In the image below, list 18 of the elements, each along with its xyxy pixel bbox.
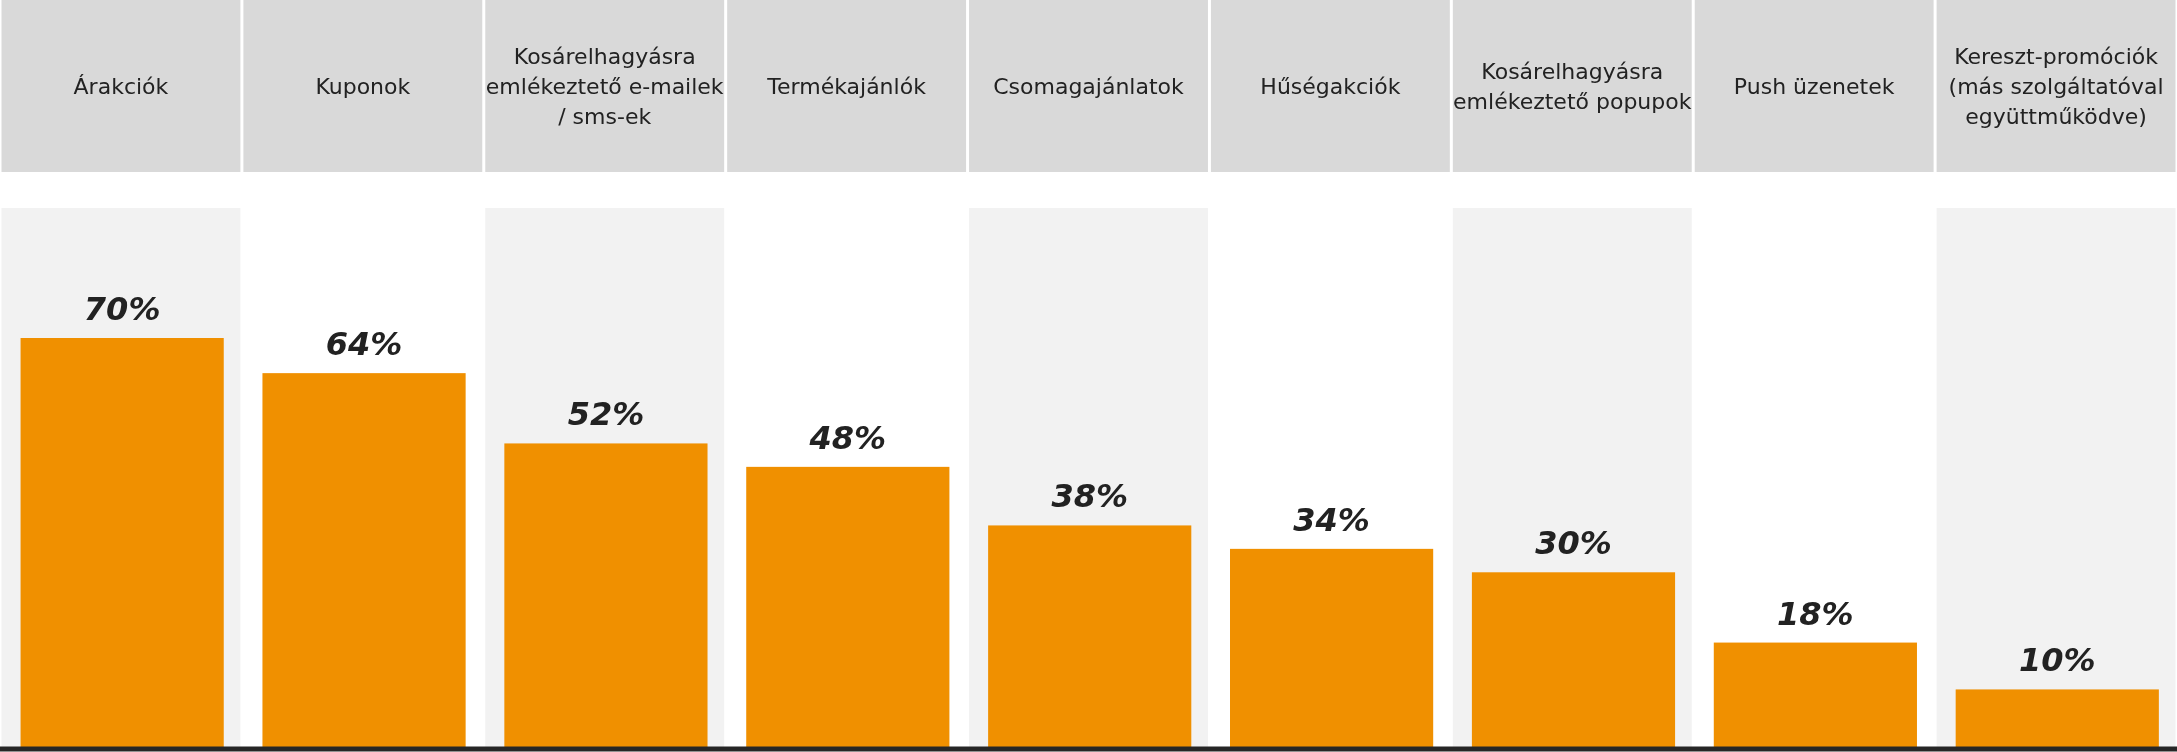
- x-tick-label: Hűségakciók: [1260, 74, 1401, 99]
- x-tick-label: Csomagajánlatok: [993, 74, 1185, 99]
- data-label: 10%: [2018, 641, 2096, 680]
- data-label: 48%: [808, 418, 887, 457]
- data-label: 30%: [1535, 524, 1612, 563]
- x-tick-label: Kuponok: [315, 74, 411, 99]
- data-label: 34%: [1293, 500, 1370, 539]
- x-tick-label: Árakciók: [73, 74, 169, 99]
- x-tick-label: Push üzenetek: [1733, 74, 1895, 99]
- x-tick-label: Kosárelhagyásra emlékeztető popupok: [1453, 59, 1692, 114]
- data-label: 52%: [567, 395, 645, 434]
- data-label: 70%: [83, 290, 161, 328]
- x-tick-label: Kosárelhagyásra emlékeztető e-mailek / sms-ek: [485, 44, 724, 129]
- data-label: 38%: [1051, 477, 1129, 516]
- data-label: 64%: [325, 325, 403, 364]
- x-tick-label: Kereszt-promóciók (más szolgáltatóval együttműködve): [1948, 44, 2164, 129]
- x-tick-label: Termékajánlók: [766, 74, 927, 99]
- data-label: 18%: [1777, 594, 1854, 633]
